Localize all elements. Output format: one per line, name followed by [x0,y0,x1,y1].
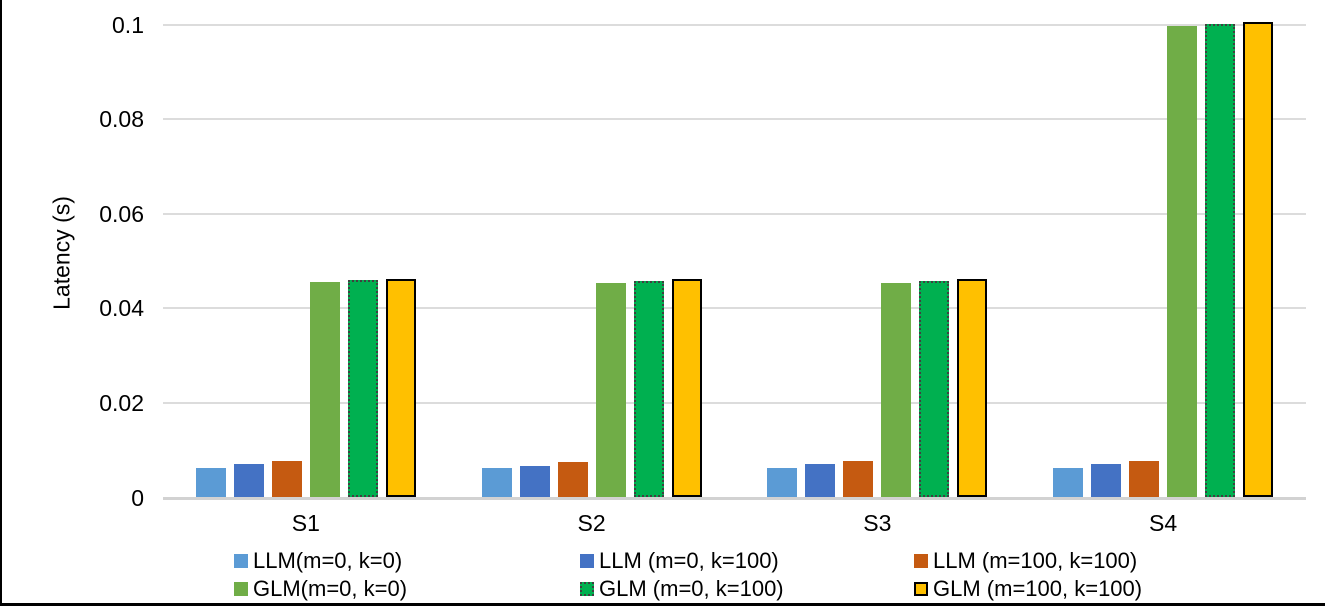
bar-s3-series-4 [919,280,950,498]
legend-item: GLM (m=100, k=100) [914,576,1143,601]
bar-s1-series-3 [309,281,340,498]
legend-item: GLM (m=0, k=100) [580,576,784,601]
bar-s4-series-4 [1205,23,1236,498]
bar-s2-series-0 [481,468,512,498]
bar-s2-series-1 [519,465,550,498]
legend-label: GLM (m=0, k=100) [599,576,784,601]
y-tick-label: 0.02 [99,389,144,416]
bar-s3-series-1 [805,464,836,498]
gridline [163,212,1306,215]
x-category-label: S2 [577,510,606,536]
bar-s1-series-1 [233,464,264,498]
bar-s4-series-1 [1091,464,1122,498]
bar-s3-series-2 [843,461,874,498]
bar-s1-series-0 [195,467,226,498]
legend-swatch-icon [234,554,248,568]
legend-swatch-icon [580,582,594,596]
bar-s4-series-5 [1243,21,1274,498]
legend-label: GLM (m=100, k=100) [933,576,1143,601]
legend-label: LLM(m=0, k=0) [253,548,403,573]
legend-item: LLM (m=100, k=100) [914,548,1138,573]
legend-swatch-icon [580,554,594,568]
bar-s1-series-5 [385,279,416,498]
bar-s1-series-2 [271,460,302,498]
gridline [163,401,1306,404]
y-tick-label: 0.08 [99,106,144,133]
gridline [163,307,1306,310]
y-tick-label: 0 [131,484,144,511]
x-category-label: S4 [1149,510,1178,536]
bar-s4-series-3 [1167,25,1198,498]
legend-swatch-icon [914,554,928,568]
x-category-label: S3 [863,510,892,536]
bar-s4-series-2 [1129,461,1160,498]
gridline [163,23,1306,26]
bar-s1-series-4 [347,280,378,498]
y-tick-label: 0.06 [99,200,144,227]
legend-item: LLM (m=0, k=100) [580,548,779,573]
legend-item: LLM(m=0, k=0) [234,548,403,573]
legend-label: LLM (m=0, k=100) [599,548,779,573]
y-tick-label: 0.04 [99,295,144,322]
legend-swatch-icon [234,582,248,596]
bar-s2-series-4 [633,281,664,498]
x-axis-baseline [163,496,1306,500]
bar-s3-series-3 [881,283,912,498]
gridline [163,118,1306,121]
legend-label: GLM(m=0, k=0) [253,576,408,601]
bar-s3-series-0 [767,467,798,498]
x-category-label: S1 [291,510,320,536]
bar-s2-series-5 [671,279,702,498]
bar-s3-series-5 [957,279,988,498]
legend-item: GLM(m=0, k=0) [234,576,408,601]
legend-label: LLM (m=100, k=100) [933,548,1138,573]
y-tick-label: 0.1 [112,11,144,38]
bar-s4-series-0 [1053,467,1084,498]
bar-s2-series-2 [557,462,588,498]
legend-swatch-icon [914,582,928,596]
bar-s2-series-3 [595,283,626,498]
